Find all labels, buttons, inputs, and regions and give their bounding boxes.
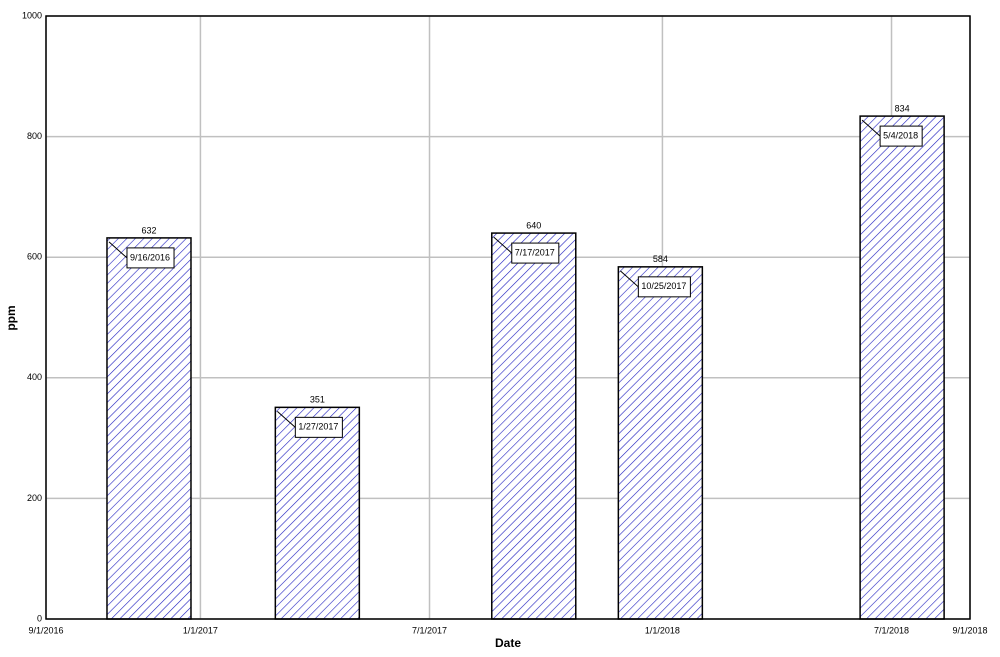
date-label: 9/16/2016	[130, 252, 170, 262]
x-tick-label: 1/1/2017	[183, 625, 218, 635]
bar	[859, 115, 945, 620]
x-tick-label: 9/1/2016	[28, 625, 63, 635]
date-label-box	[879, 125, 923, 147]
x-tick-label: 7/1/2018	[874, 625, 909, 635]
date-label-box	[637, 276, 691, 298]
date-label-box	[511, 242, 560, 264]
date-label: 5/4/2018	[883, 130, 918, 140]
value-label: 834	[895, 103, 910, 113]
x-axis-label: Date	[495, 636, 521, 650]
date-label: 7/17/2017	[515, 247, 555, 257]
y-tick-label: 400	[27, 372, 42, 382]
callout-line	[276, 410, 296, 428]
callout-line	[620, 270, 639, 288]
bar	[274, 406, 361, 620]
y-tick-label: 800	[27, 131, 42, 141]
value-label: 351	[310, 395, 325, 405]
date-label-box	[294, 416, 343, 438]
date-label: 10/25/2017	[641, 281, 686, 291]
callout-line	[108, 241, 128, 259]
y-tick-label: 0	[37, 613, 42, 623]
y-tick-label: 200	[27, 493, 42, 503]
x-tick-label: 7/1/2017	[412, 625, 447, 635]
y-tick-label: 600	[27, 252, 42, 262]
bar	[617, 266, 704, 620]
bar	[491, 232, 577, 620]
y-axis-label: ppm	[4, 305, 18, 330]
plot-frame	[45, 15, 971, 620]
x-tick-label: 1/1/2018	[645, 625, 680, 635]
value-label: 640	[526, 220, 541, 230]
date-label: 1/27/2017	[298, 422, 338, 432]
callout-line	[861, 119, 881, 137]
y-tick-label: 1000	[22, 10, 42, 20]
value-label: 632	[141, 225, 156, 235]
date-label-box	[126, 247, 175, 269]
bar	[106, 237, 192, 620]
value-label: 584	[653, 254, 668, 264]
callout-line	[493, 236, 513, 254]
x-tick-label: 9/1/2018	[952, 625, 987, 635]
